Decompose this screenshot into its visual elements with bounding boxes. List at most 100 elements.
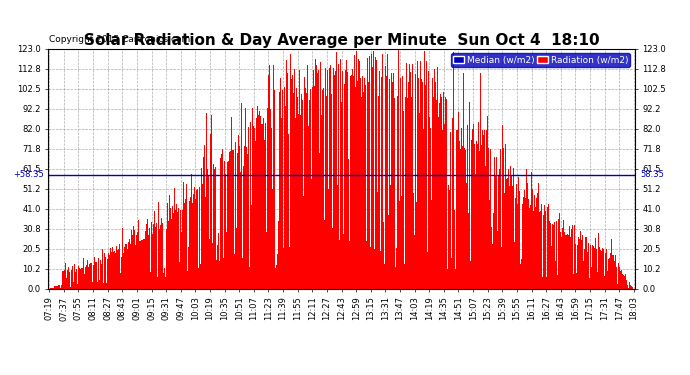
Bar	[596, 249, 597, 289]
Bar	[574, 225, 575, 289]
Bar	[148, 235, 149, 289]
Bar	[231, 117, 233, 289]
Bar	[62, 272, 63, 289]
Bar	[234, 255, 235, 289]
Bar	[111, 252, 112, 289]
Bar	[445, 98, 446, 289]
Bar	[406, 63, 407, 289]
Bar	[588, 243, 589, 289]
Bar	[312, 87, 313, 289]
Bar	[351, 75, 352, 289]
Bar	[614, 261, 615, 289]
Bar	[309, 100, 310, 289]
Bar	[355, 87, 356, 289]
Bar	[371, 54, 372, 289]
Bar	[57, 286, 58, 289]
Bar	[201, 168, 202, 289]
Bar	[549, 220, 551, 289]
Bar	[320, 62, 321, 289]
Bar	[52, 288, 53, 289]
Bar	[569, 237, 571, 289]
Bar	[140, 241, 141, 289]
Bar	[542, 278, 543, 289]
Bar	[483, 135, 484, 289]
Bar	[137, 232, 138, 289]
Bar	[447, 269, 448, 289]
Bar	[159, 229, 160, 289]
Bar	[106, 283, 107, 289]
Bar	[592, 245, 593, 289]
Bar	[599, 248, 600, 289]
Bar	[606, 249, 607, 289]
Bar	[252, 130, 253, 289]
Bar	[518, 177, 520, 289]
Bar	[439, 103, 440, 289]
Bar	[411, 97, 413, 289]
Bar	[319, 153, 320, 289]
Bar	[306, 93, 307, 289]
Bar	[373, 51, 374, 289]
Bar	[108, 253, 109, 289]
Bar	[514, 242, 515, 289]
Bar	[70, 270, 72, 289]
Bar	[626, 280, 627, 289]
Bar	[100, 260, 101, 289]
Bar	[290, 79, 292, 289]
Bar	[233, 150, 234, 289]
Bar	[419, 113, 420, 289]
Bar	[535, 198, 537, 289]
Bar	[504, 144, 506, 289]
Bar	[50, 288, 52, 289]
Bar	[460, 149, 461, 289]
Bar	[114, 251, 115, 289]
Bar	[480, 73, 481, 289]
Bar	[456, 130, 457, 289]
Bar	[366, 58, 368, 289]
Bar	[491, 227, 492, 289]
Bar	[616, 267, 617, 289]
Bar	[88, 267, 89, 289]
Bar	[69, 272, 70, 289]
Bar	[324, 68, 326, 289]
Bar	[391, 73, 393, 289]
Bar	[208, 238, 210, 289]
Bar	[77, 284, 78, 289]
Bar	[495, 175, 496, 289]
Bar	[454, 210, 455, 289]
Bar	[333, 68, 334, 289]
Bar	[153, 224, 154, 289]
Bar	[475, 174, 476, 289]
Bar	[335, 51, 337, 289]
Bar	[269, 65, 270, 289]
Bar	[527, 183, 529, 289]
Bar	[75, 272, 76, 289]
Bar	[380, 251, 382, 289]
Bar	[425, 85, 426, 289]
Bar	[91, 263, 92, 289]
Bar	[361, 97, 362, 289]
Bar	[533, 211, 534, 289]
Bar	[323, 88, 324, 289]
Bar	[452, 118, 453, 289]
Bar	[261, 123, 262, 289]
Bar	[530, 205, 531, 289]
Bar	[442, 208, 444, 289]
Text: 58.35: 58.35	[640, 170, 664, 179]
Bar	[56, 286, 57, 289]
Bar	[81, 268, 83, 289]
Bar	[375, 57, 376, 289]
Bar	[224, 161, 225, 289]
Bar	[67, 270, 68, 289]
Bar	[258, 115, 259, 289]
Bar	[313, 70, 314, 289]
Bar	[183, 182, 184, 289]
Bar	[545, 210, 546, 289]
Bar	[338, 64, 339, 289]
Bar	[215, 167, 216, 289]
Bar	[561, 237, 562, 289]
Bar	[422, 81, 424, 289]
Bar	[376, 60, 377, 289]
Bar	[60, 288, 61, 289]
Bar	[315, 63, 317, 289]
Bar	[197, 189, 198, 289]
